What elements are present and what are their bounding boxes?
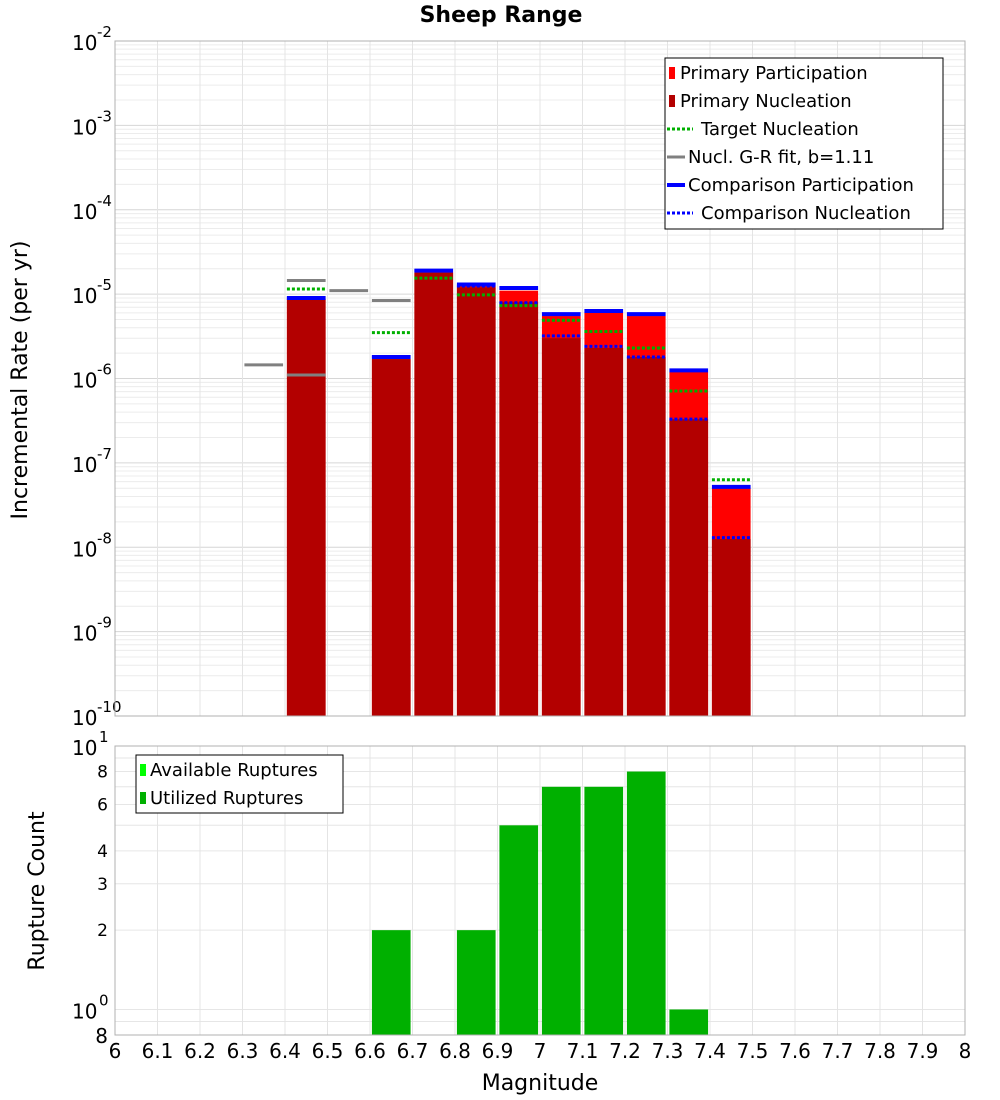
utilized-rupture-bar <box>541 786 581 1035</box>
nucleation-bar <box>711 539 751 716</box>
x-tick-label: 6.1 <box>142 1039 174 1063</box>
x-tick-label: 7.2 <box>609 1039 641 1063</box>
top-y-tick-exponent: -2 <box>97 23 112 41</box>
legend-label: Target Nucleation <box>700 119 859 140</box>
utilized-rupture-bar <box>499 825 539 1035</box>
x-tick-label: 6.7 <box>397 1039 429 1063</box>
top-y-tick-exponent: -8 <box>97 529 112 547</box>
nucleation-bar <box>626 356 666 716</box>
nucleation-bar <box>371 359 411 716</box>
nucleation-bar <box>456 287 496 716</box>
nucleation-bar <box>499 302 539 716</box>
utilized-rupture-bar <box>669 1009 709 1035</box>
x-tick-label: 6.3 <box>227 1039 259 1063</box>
legend-label: Comparison Participation <box>688 175 914 196</box>
legend-label: Primary Nucleation <box>680 91 852 112</box>
top-lines <box>244 268 751 540</box>
top-y-tick-label: 10 <box>72 284 97 308</box>
legend-swatch <box>669 95 675 107</box>
top-y-tick-label: 10 <box>72 537 97 561</box>
nucleation-bar <box>286 298 326 716</box>
x-tick-label: 7.6 <box>779 1039 811 1063</box>
x-tick-label: 6 <box>109 1039 122 1063</box>
bottom-y-tick-label: 8 <box>95 1024 108 1048</box>
bottom-y-tick-label: 3 <box>97 875 108 895</box>
bottom-y-axis-label: Rupture Count <box>25 811 50 971</box>
utilized-rupture-bar <box>584 786 624 1035</box>
x-axis-ticks: 6 6.1 6.2 6.3 6.4 6.5 6.6 6.7 6.8 6.9 7 7.1 7.2 7.3 7.… <box>109 1039 972 1063</box>
x-axis-label: Magnitude <box>482 1071 599 1096</box>
bottom-y-tick-label: 2 <box>97 921 108 941</box>
top-y-tick-label: 10 <box>72 369 97 393</box>
utilized-rupture-bar <box>456 930 496 1035</box>
top-legend-box <box>664 57 944 230</box>
top-y-tick-label: 10 <box>72 622 97 646</box>
top-y-tick-label: 10 <box>72 706 97 730</box>
legend-label: Comparison Nucleation <box>701 203 911 224</box>
top-y-tick-exponent: -10 <box>97 698 122 716</box>
nucleation-bar <box>669 419 709 716</box>
top-y-tick-exponent: -5 <box>97 276 112 294</box>
legend-swatch <box>140 792 146 804</box>
top-y-tick-label: 10 <box>72 115 97 139</box>
top-y-tick-label: 10 <box>72 200 97 224</box>
chart-title: Sheep Range <box>420 3 583 28</box>
top-bars <box>286 272 751 716</box>
x-tick-label: 7.4 <box>694 1039 726 1063</box>
bottom-plot-border <box>114 745 966 1036</box>
top-plot-border <box>114 40 966 717</box>
top-legend: Primary Participation Primary Nucleation T… <box>664 57 944 230</box>
x-tick-label: 7.5 <box>737 1039 769 1063</box>
x-tick-label: 7 <box>534 1039 547 1063</box>
legend-label: Utilized Ruptures <box>150 788 303 809</box>
top-y-tick-label: 10 <box>72 453 97 477</box>
bottom-y-tick-label: 10 <box>72 736 97 760</box>
x-tick-label: 7.1 <box>567 1039 599 1063</box>
top-y-tick-exponent: -6 <box>97 361 112 379</box>
legend-label: Primary Participation <box>680 63 868 84</box>
x-tick-label: 6.9 <box>482 1039 514 1063</box>
bottom-y-tick-label: 6 <box>97 795 108 815</box>
legend-swatch <box>669 67 675 79</box>
top-y-ticks: 10-210-310-410-510-610-710-810-910-10 <box>72 23 122 730</box>
utilized-rupture-bar <box>626 771 666 1035</box>
bottom-legend-box <box>135 754 344 814</box>
bottom-legend: Available Ruptures Utilized Ruptures <box>135 754 344 814</box>
x-tick-label: 7.8 <box>864 1039 896 1063</box>
utilized-rupture-bar <box>371 930 411 1035</box>
top-y-tick-exponent: -7 <box>97 445 112 463</box>
bottom-y-tick-label: 4 <box>97 842 108 862</box>
x-tick-label: 6.2 <box>184 1039 216 1063</box>
nucleation-bar <box>414 272 454 716</box>
x-tick-label: 7.3 <box>652 1039 684 1063</box>
x-tick-label: 7.9 <box>907 1039 939 1063</box>
top-y-tick-label: 10 <box>72 31 97 55</box>
x-tick-label: 6.8 <box>439 1039 471 1063</box>
bottom-y-tick-exponent: 0 <box>99 991 109 1009</box>
legend-swatch <box>140 764 146 776</box>
x-tick-label: 6.5 <box>312 1039 344 1063</box>
top-y-tick-exponent: -4 <box>97 192 112 210</box>
legend-label: Available Ruptures <box>150 760 318 781</box>
x-tick-label: 6.4 <box>269 1039 301 1063</box>
legend-label: Nucl. G-R fit, b=1.11 <box>688 147 874 168</box>
bottom-y-tick-label: 8 <box>97 763 108 783</box>
bottom-y-tick-exponent: 1 <box>99 728 109 746</box>
x-tick-label: 6.6 <box>354 1039 386 1063</box>
top-y-tick-exponent: -3 <box>97 107 112 125</box>
nucleation-bar <box>541 338 581 716</box>
x-tick-label: 8 <box>959 1039 972 1063</box>
top-y-tick-exponent: -9 <box>97 614 112 632</box>
nucleation-bar <box>584 347 624 716</box>
bottom-bars <box>371 771 709 1035</box>
top-y-axis-label: Incremental Rate (per yr) <box>8 241 33 520</box>
x-tick-label: 7.7 <box>822 1039 854 1063</box>
bottom-y-tick-label: 10 <box>72 999 97 1023</box>
